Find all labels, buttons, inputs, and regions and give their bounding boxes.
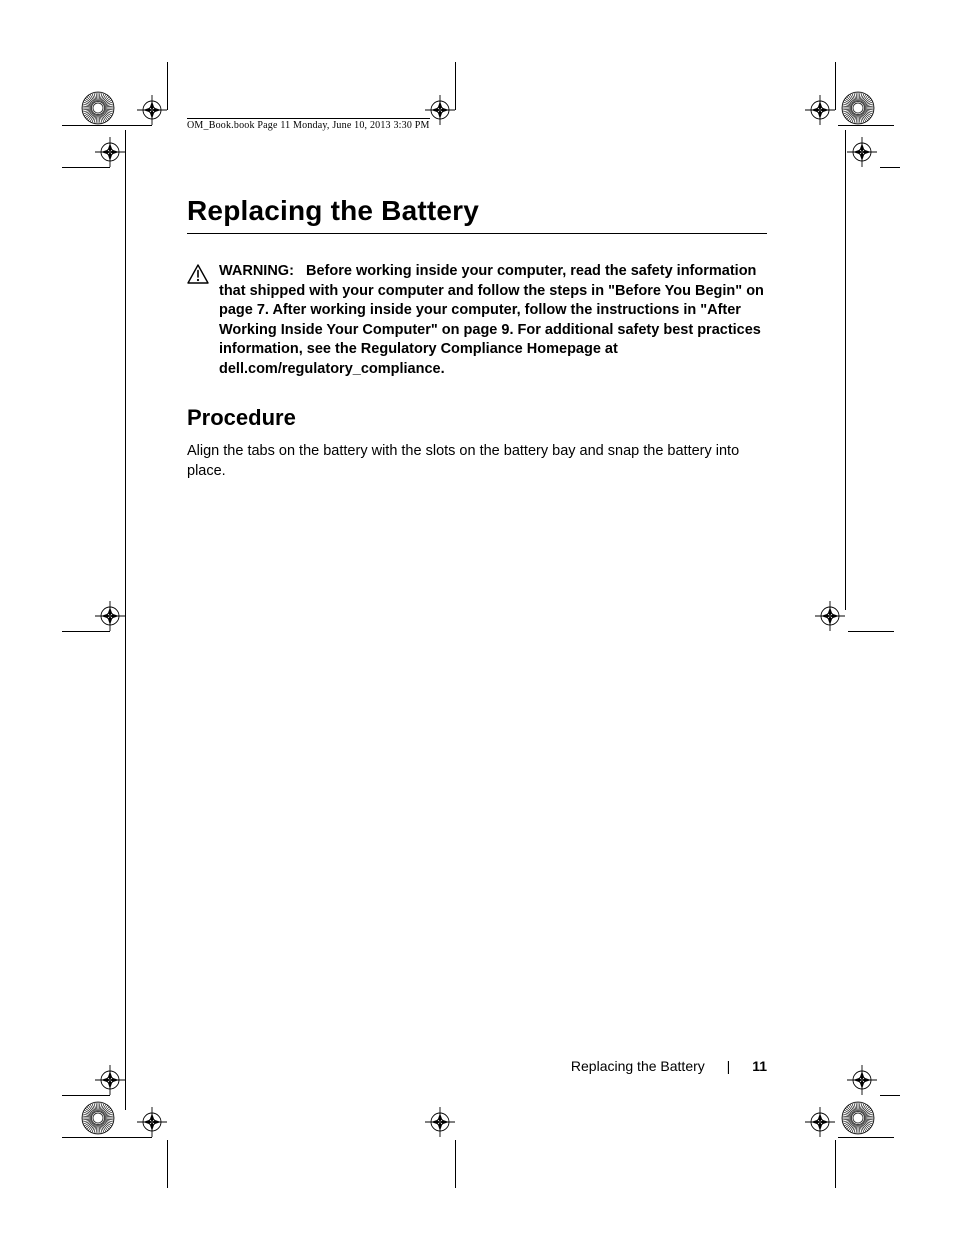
registration-mark-icon xyxy=(847,1065,877,1095)
title-rule xyxy=(187,233,767,234)
crop-line xyxy=(455,1140,456,1188)
registration-mark-icon xyxy=(95,137,125,167)
warning-icon xyxy=(187,264,209,289)
registration-mark-icon xyxy=(847,137,877,167)
crop-line xyxy=(455,62,456,110)
crop-line xyxy=(167,1140,168,1188)
footer-separator: | xyxy=(727,1058,731,1074)
sunburst-mark-icon xyxy=(841,91,875,125)
registration-mark-icon xyxy=(425,1107,455,1137)
registration-mark-icon xyxy=(95,1065,125,1095)
page-content: OM_Book.book Page 11 Monday, June 10, 20… xyxy=(187,115,767,481)
crop-line xyxy=(880,167,900,168)
page-footer: Replacing the Battery | 11 xyxy=(187,1058,767,1074)
crop-line xyxy=(125,130,126,1110)
crop-line xyxy=(62,631,110,632)
registration-mark-icon xyxy=(137,95,167,125)
footer-page-number: 11 xyxy=(752,1058,767,1074)
procedure-body: Align the tabs on the battery with the s… xyxy=(187,441,767,481)
crop-line xyxy=(62,125,152,126)
page-title: Replacing the Battery xyxy=(187,195,767,227)
registration-mark-icon xyxy=(95,601,125,631)
running-header: OM_Book.book Page 11 Monday, June 10, 20… xyxy=(187,118,430,131)
warning-label: WARNING: xyxy=(219,263,294,279)
crop-line xyxy=(848,631,894,632)
sunburst-mark-icon xyxy=(841,1101,875,1135)
crop-line xyxy=(880,1095,900,1096)
crop-line xyxy=(62,1137,152,1138)
crop-line xyxy=(845,130,846,610)
registration-mark-icon xyxy=(137,1107,167,1137)
warning-body: Before working inside your computer, rea… xyxy=(219,263,764,377)
registration-mark-icon xyxy=(425,95,455,125)
footer-title: Replacing the Battery xyxy=(571,1058,705,1074)
crop-line xyxy=(167,62,168,110)
crop-line xyxy=(62,1095,110,1096)
registration-mark-icon xyxy=(805,95,835,125)
crop-line xyxy=(835,1140,836,1188)
section-heading: Procedure xyxy=(187,405,767,431)
crop-line xyxy=(838,125,894,126)
sunburst-mark-icon xyxy=(81,1101,115,1135)
warning-text: WARNING: Before working inside your comp… xyxy=(219,262,767,379)
crop-line xyxy=(835,62,836,110)
warning-block: WARNING: Before working inside your comp… xyxy=(187,262,767,379)
registration-mark-icon xyxy=(815,601,845,631)
crop-line xyxy=(838,1137,894,1138)
registration-mark-icon xyxy=(805,1107,835,1137)
sunburst-mark-icon xyxy=(81,91,115,125)
crop-line xyxy=(62,167,110,168)
